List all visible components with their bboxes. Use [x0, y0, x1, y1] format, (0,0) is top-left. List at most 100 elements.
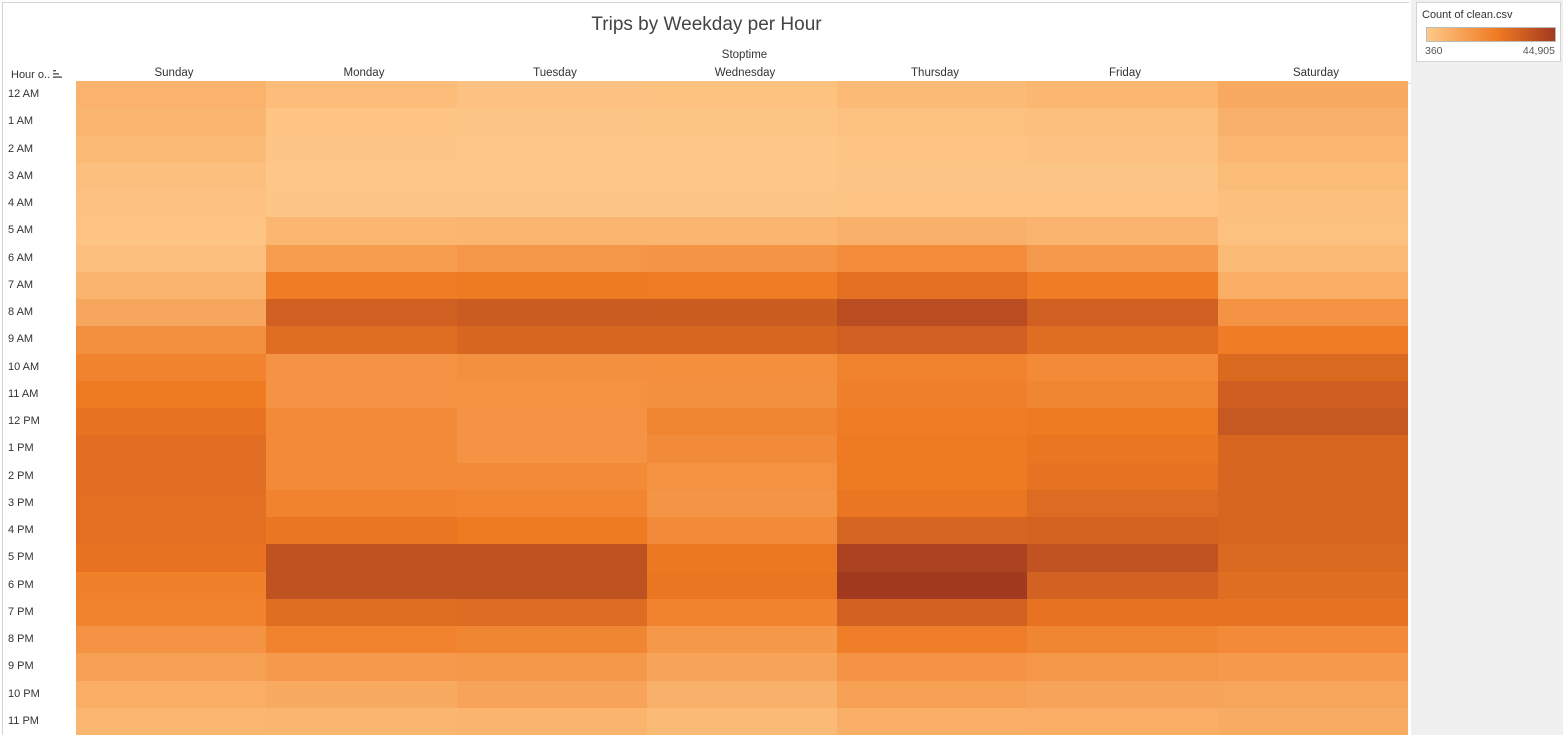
heatmap-cell[interactable] — [647, 408, 837, 435]
heatmap-cell[interactable] — [266, 408, 457, 435]
heatmap-cell[interactable] — [647, 299, 837, 326]
row-label[interactable]: 2 AM — [8, 143, 34, 155]
column-label-saturday[interactable]: Saturday — [1292, 67, 1340, 79]
heatmap-cell[interactable] — [266, 136, 457, 163]
heatmap-cell[interactable] — [647, 81, 837, 108]
heatmap-cell[interactable] — [457, 354, 647, 381]
column-label-tuesday[interactable]: Tuesday — [533, 67, 577, 79]
heatmap-cell[interactable] — [76, 326, 266, 354]
heatmap-cell[interactable] — [266, 681, 457, 708]
row-label[interactable]: 1 PM — [8, 442, 34, 454]
heatmap-cell[interactable] — [266, 299, 457, 326]
row-label[interactable]: 12 AM — [8, 88, 40, 100]
heatmap-cell[interactable] — [76, 681, 266, 708]
heatmap-cell[interactable] — [457, 136, 647, 163]
heatmap-cell[interactable] — [457, 108, 647, 136]
heatmap-cell[interactable] — [647, 217, 837, 245]
heatmap-cell[interactable] — [1027, 136, 1218, 163]
heatmap-cell[interactable] — [1218, 81, 1408, 108]
heatmap-cell[interactable] — [76, 599, 266, 626]
column-label-monday[interactable]: Monday — [343, 67, 385, 79]
heatmap-cell[interactable] — [1218, 490, 1408, 517]
heatmap-cell[interactable] — [266, 272, 457, 299]
heatmap-cell[interactable] — [837, 163, 1027, 190]
heatmap-cell[interactable] — [76, 190, 266, 217]
column-label-thursday[interactable]: Thursday — [911, 67, 959, 79]
heatmap-cell[interactable] — [76, 381, 266, 408]
heatmap-cell[interactable] — [76, 490, 266, 517]
heatmap-cell[interactable] — [647, 435, 837, 463]
heatmap-cell[interactable] — [457, 572, 647, 599]
heatmap-cell[interactable] — [837, 190, 1027, 217]
heatmap-cell[interactable] — [457, 190, 647, 217]
heatmap-cell[interactable] — [837, 626, 1027, 653]
heatmap-cell[interactable] — [76, 517, 266, 544]
heatmap-cell[interactable] — [266, 81, 457, 108]
heatmap-cell[interactable] — [457, 272, 647, 299]
heatmap-cell[interactable] — [647, 653, 837, 681]
heatmap-cell[interactable] — [1027, 272, 1218, 299]
heatmap-cell[interactable] — [266, 463, 457, 490]
heatmap-cell[interactable] — [457, 681, 647, 708]
row-label[interactable]: 3 PM — [8, 497, 34, 509]
heatmap-cell[interactable] — [266, 190, 457, 217]
heatmap-cell[interactable] — [837, 381, 1027, 408]
heatmap-cell[interactable] — [1027, 326, 1218, 354]
heatmap-cell[interactable] — [647, 272, 837, 299]
heatmap-cell[interactable] — [837, 517, 1027, 544]
heatmap-cell[interactable] — [266, 435, 457, 463]
heatmap-cell[interactable] — [457, 381, 647, 408]
heatmap-cell[interactable] — [837, 708, 1027, 735]
heatmap-cell[interactable] — [76, 217, 266, 245]
heatmap-cell[interactable] — [1218, 572, 1408, 599]
heatmap-cell[interactable] — [1027, 517, 1218, 544]
heatmap-cell[interactable] — [1027, 408, 1218, 435]
heatmap-cell[interactable] — [76, 572, 266, 599]
row-label[interactable]: 6 AM — [8, 252, 34, 264]
heatmap-cell[interactable] — [1218, 653, 1408, 681]
heatmap-cell[interactable] — [76, 299, 266, 326]
heatmap-cell[interactable] — [76, 544, 266, 572]
heatmap-cell[interactable] — [457, 299, 647, 326]
heatmap-cell[interactable] — [457, 245, 647, 272]
heatmap-cell[interactable] — [1218, 136, 1408, 163]
heatmap-cell[interactable] — [266, 245, 457, 272]
heatmap-cell[interactable] — [837, 326, 1027, 354]
heatmap-cell[interactable] — [837, 81, 1027, 108]
heatmap-cell[interactable] — [457, 599, 647, 626]
column-label-friday[interactable]: Friday — [1109, 67, 1141, 79]
heatmap-cell[interactable] — [647, 163, 837, 190]
heatmap-cell[interactable] — [1027, 463, 1218, 490]
heatmap-cell[interactable] — [1218, 381, 1408, 408]
row-label[interactable]: 3 AM — [8, 170, 34, 182]
heatmap-cell[interactable] — [1218, 463, 1408, 490]
row-label[interactable]: 9 PM — [8, 660, 34, 672]
heatmap-cell[interactable] — [457, 544, 647, 572]
heatmap-cell[interactable] — [1218, 681, 1408, 708]
heatmap-cell[interactable] — [837, 108, 1027, 136]
heatmap-cell[interactable] — [837, 653, 1027, 681]
heatmap-cell[interactable] — [647, 708, 837, 735]
heatmap-cell[interactable] — [647, 463, 837, 490]
heatmap-cell[interactable] — [1218, 626, 1408, 653]
heatmap-cell[interactable] — [76, 354, 266, 381]
heatmap-cell[interactable] — [647, 681, 837, 708]
heatmap-cell[interactable] — [1027, 572, 1218, 599]
heatmap-cell[interactable] — [457, 435, 647, 463]
heatmap-cell[interactable] — [1218, 217, 1408, 245]
heatmap-cell[interactable] — [837, 408, 1027, 435]
heatmap-cell[interactable] — [647, 326, 837, 354]
row-dimension-header[interactable]: Hour o.. — [11, 69, 63, 81]
heatmap-cell[interactable] — [1027, 354, 1218, 381]
row-label[interactable]: 10 PM — [8, 688, 40, 700]
heatmap-cell[interactable] — [76, 163, 266, 190]
heatmap-cell[interactable] — [837, 435, 1027, 463]
heatmap-cell[interactable] — [457, 217, 647, 245]
heatmap-cell[interactable] — [266, 354, 457, 381]
heatmap-cell[interactable] — [1027, 708, 1218, 735]
heatmap-cell[interactable] — [647, 490, 837, 517]
heatmap-cell[interactable] — [76, 108, 266, 136]
row-label[interactable]: 10 AM — [8, 361, 40, 373]
heatmap-cell[interactable] — [837, 572, 1027, 599]
heatmap-cell[interactable] — [1218, 599, 1408, 626]
